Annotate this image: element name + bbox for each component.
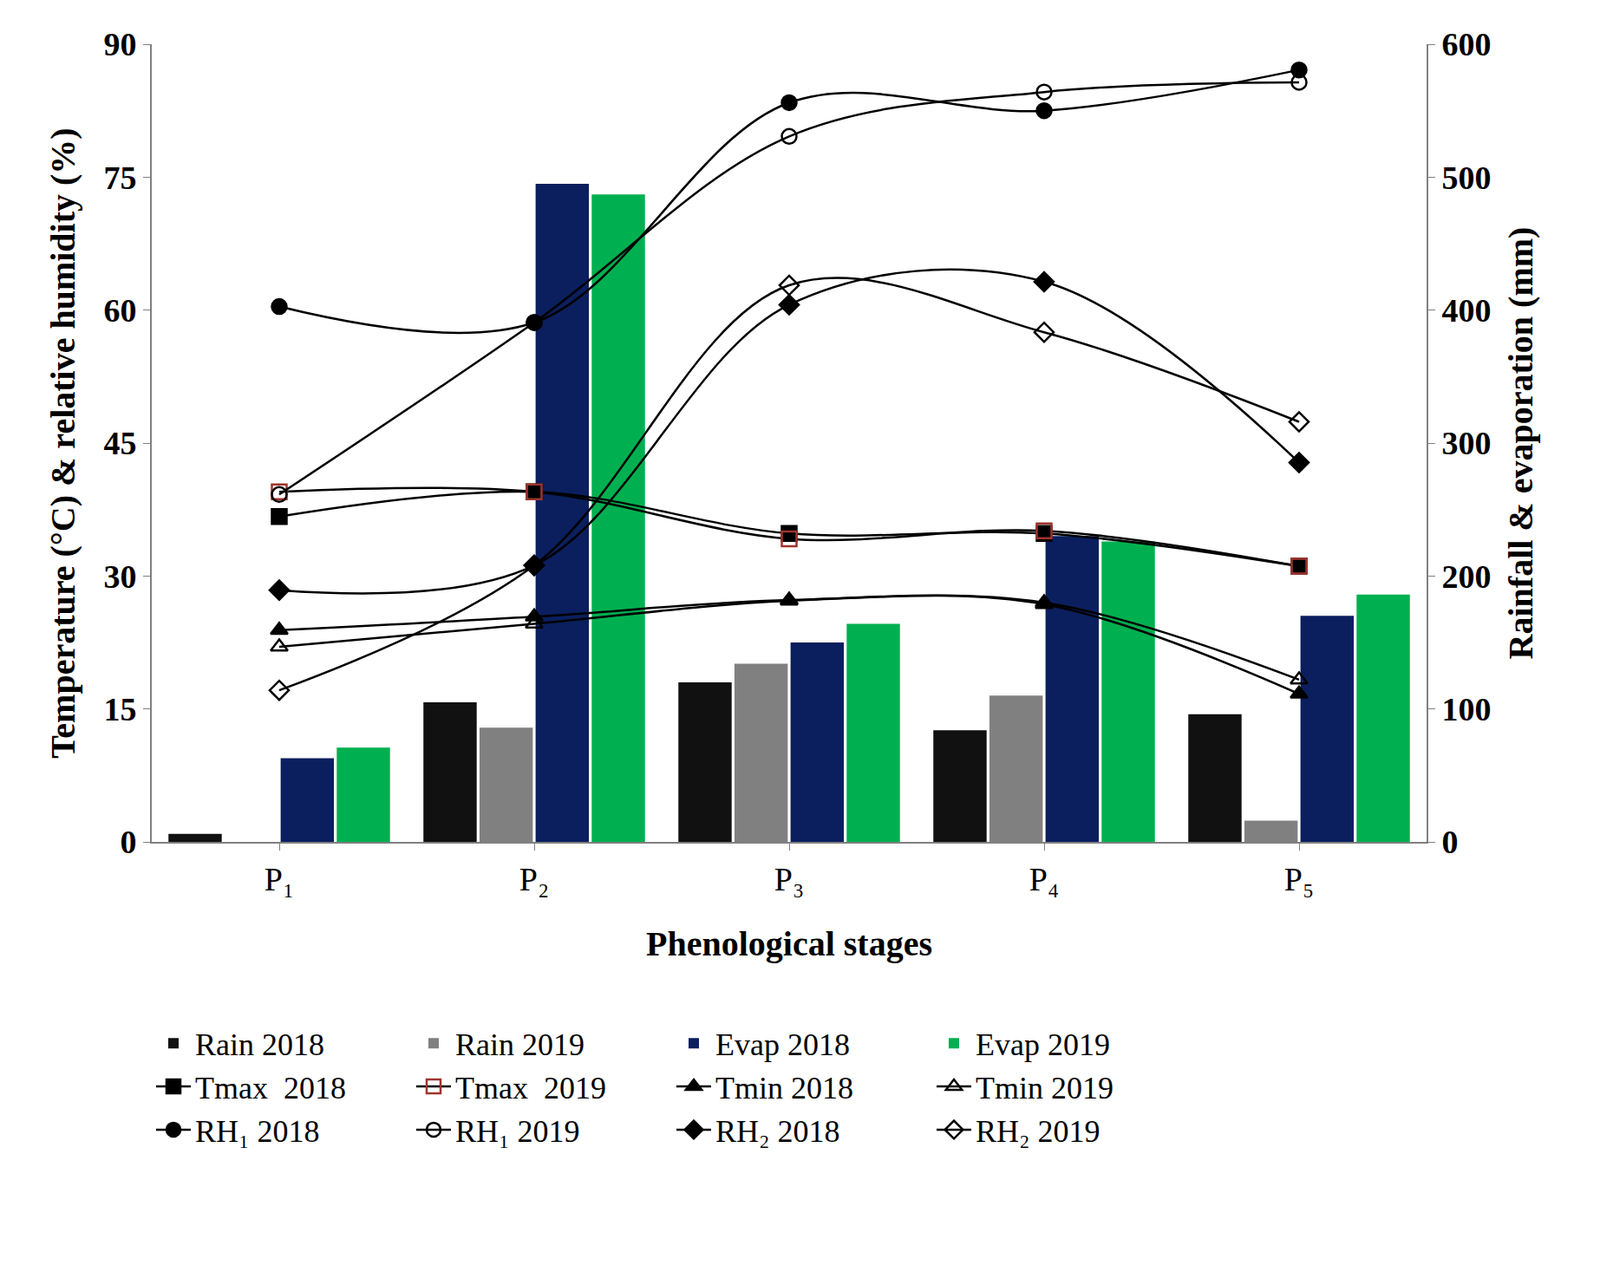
svg-text:Rain 2019: Rain 2019 <box>455 1027 585 1063</box>
svg-text:45: 45 <box>103 424 137 462</box>
svg-text:75: 75 <box>103 159 137 196</box>
svg-text:Tmin 2019: Tmin 2019 <box>975 1071 1114 1106</box>
svg-text:RH₁ 2019: RH₁ 2019 <box>455 1114 581 1150</box>
svg-text:Tmin 2018: Tmin 2018 <box>715 1071 854 1106</box>
svg-text:P₁: P₁ <box>264 861 294 898</box>
svg-text:P₅: P₅ <box>1284 861 1314 898</box>
svg-text:Tmax 2018: Tmax 2018 <box>195 1071 347 1106</box>
svg-text:100: 100 <box>1442 691 1492 728</box>
svg-text:400: 400 <box>1442 292 1492 329</box>
svg-text:0: 0 <box>1442 823 1459 861</box>
svg-text:RH₂ 2019: RH₂ 2019 <box>975 1114 1101 1150</box>
svg-text:90: 90 <box>103 26 137 63</box>
svg-text:15: 15 <box>103 691 137 728</box>
svg-text:Rain 2018: Rain 2018 <box>195 1027 325 1063</box>
svg-text:60: 60 <box>103 292 137 329</box>
svg-text:RH₂ 2018: RH₂ 2018 <box>715 1114 841 1150</box>
svg-text:RH₁ 2018: RH₁ 2018 <box>195 1114 320 1150</box>
svg-text:Evap 2019: Evap 2019 <box>975 1027 1111 1063</box>
svg-text:P₂: P₂ <box>519 861 549 898</box>
svg-text:300: 300 <box>1442 424 1492 462</box>
svg-text:0: 0 <box>119 823 137 861</box>
svg-text:500: 500 <box>1442 159 1492 196</box>
svg-text:30: 30 <box>103 558 137 595</box>
svg-text:600: 600 <box>1442 26 1492 63</box>
svg-text:P₄: P₄ <box>1029 861 1059 898</box>
svg-text:Evap 2018: Evap 2018 <box>715 1027 850 1063</box>
svg-text:200: 200 <box>1442 558 1492 595</box>
svg-text:Phenological stages: Phenological stages <box>646 924 933 964</box>
svg-text:P₃: P₃ <box>774 861 804 898</box>
svg-text:Tmax 2019: Tmax 2019 <box>455 1071 607 1106</box>
svg-text:Temperature (°C) & relative hu: Temperature (°C) & relative humidity (%) <box>43 127 83 758</box>
svg-text:Rainfall & evaporation (mm): Rainfall & evaporation (mm) <box>1501 227 1541 660</box>
